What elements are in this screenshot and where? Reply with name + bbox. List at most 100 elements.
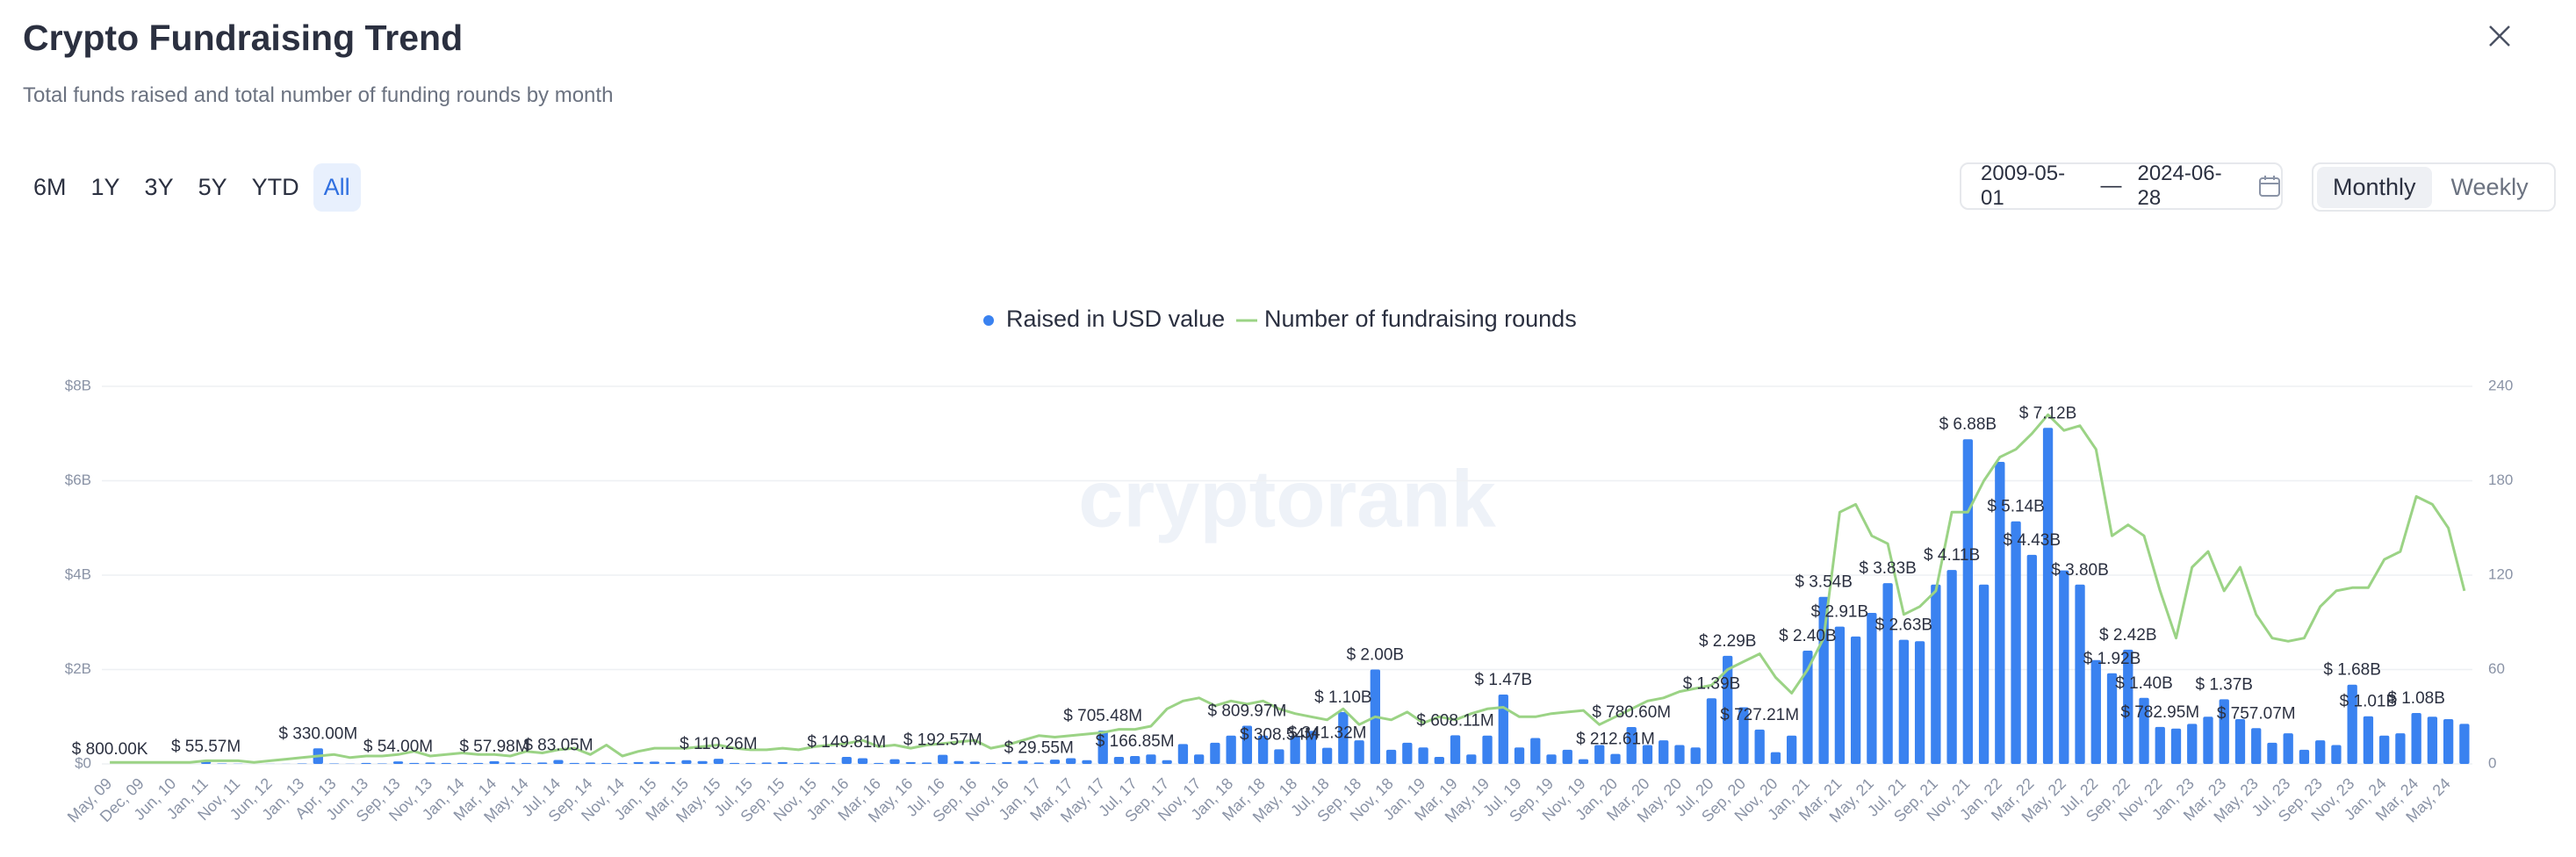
range-button[interactable]: All [313,163,361,212]
data-label: $ 2.29B [1699,632,1757,651]
range-button[interactable]: 6M [33,174,67,200]
watermark: cryptorank [1078,454,1496,544]
bar [745,762,756,764]
bar [1738,707,1749,764]
bar [521,762,532,764]
bar [1418,747,1428,764]
bar [2139,697,2149,764]
y-tick-label: $8B [65,377,91,393]
data-label: $ 330.00M [278,724,357,743]
data-label: $ 2.40B [1779,627,1837,645]
bar [297,763,307,764]
data-label: $ 110.26M [680,735,757,753]
bar [1177,744,1189,764]
data-label: $ 4.43B [2004,531,2062,550]
chart-subtitle: Total funds raised and total number of f… [23,83,614,107]
bar [2379,735,2390,764]
data-label: $ 608.11M [1416,711,1493,730]
bar [2026,554,2037,764]
y-tick-label: $4B [65,565,91,582]
bar [1146,754,1156,764]
data-label: $ 809.97M [1207,702,1286,720]
bar [1562,749,1572,764]
bar [537,762,548,764]
data-label: $ 1.68B [2323,661,2381,680]
calendar-icon [2258,176,2280,197]
data-label: $ 5.14B [1987,498,2045,516]
bar [1723,655,1733,764]
bar [1867,613,1877,764]
bar [2011,521,2021,764]
bar [825,762,836,764]
chart: cryptorank $0 $2B $4B $6B $8B 0 60 120 180 240 Rais… [64,306,2514,825]
y2-tick-label: 240 [2488,377,2513,393]
interval-button[interactable]: Weekly [2450,173,2529,200]
data-label: $ 55.57M [171,738,241,756]
bar [2443,718,2454,764]
bar [1659,740,1669,764]
data-label: $ 1.01B [2340,693,2398,711]
bar [1578,759,1589,764]
close-button[interactable] [2488,25,2511,47]
bar [1194,754,1205,764]
range-button[interactable]: YTD [251,174,299,200]
bar [1434,756,1444,764]
bar [841,756,852,764]
bar [585,762,596,764]
bar [1642,745,1653,764]
bar [1834,626,1846,764]
bar [1482,735,1493,764]
bar [1402,742,1413,764]
y2-tick-label: 0 [2488,754,2496,771]
bar [1514,747,1525,764]
bar [921,762,932,764]
data-label: $ 3.83B [1859,559,1917,578]
bar [1450,735,1461,764]
bar [665,761,676,764]
range-button[interactable]: 5Y [198,174,227,200]
bar [2170,728,2182,764]
date-range[interactable]: 2009-05-01 — 2024-06-28 [1960,162,2283,210]
bar [2283,733,2293,764]
chart-title: Crypto Fundraising Trend [23,18,464,58]
bar [409,762,420,764]
bar [1995,462,2005,764]
y-tick-label: $0 [75,754,91,771]
bar [681,760,692,764]
bar [1931,584,1941,764]
bar [1626,727,1637,764]
bar [1002,761,1012,764]
bar [889,759,900,764]
bar [1066,758,1076,764]
bar [1466,754,1477,764]
data-label: $ 4.11B [1924,546,1980,565]
y2-tick-label: 120 [2488,565,2513,582]
bar [809,762,820,764]
bar [1241,725,1253,764]
bar [1898,639,1910,764]
data-label: $ 727.21M [1720,706,1799,724]
bar [2123,649,2133,764]
bar [1802,651,1813,764]
bar [1338,711,1349,764]
data-label: $ 3.54B [1795,573,1853,592]
range-button[interactable]: 1Y [90,174,120,200]
data-label: $ 2.00B [1347,646,1405,665]
bar [2075,584,2085,764]
data-label: $ 757.07M [2217,704,2296,723]
bar [761,762,772,764]
bar [2299,749,2310,764]
range-button[interactable]: 3Y [144,174,174,200]
bar [441,762,451,764]
bar [1610,753,1621,764]
bar [1162,760,1172,764]
data-label: $ 1.40B [2115,674,2173,693]
y2-tick-label: 60 [2488,660,2505,677]
interval-button[interactable]: Monthly [2317,166,2432,208]
line [110,413,2466,764]
bar [1097,731,1108,764]
data-label: $ 1.10B [1314,688,1372,707]
bar [1385,749,1397,764]
bar [392,761,404,764]
